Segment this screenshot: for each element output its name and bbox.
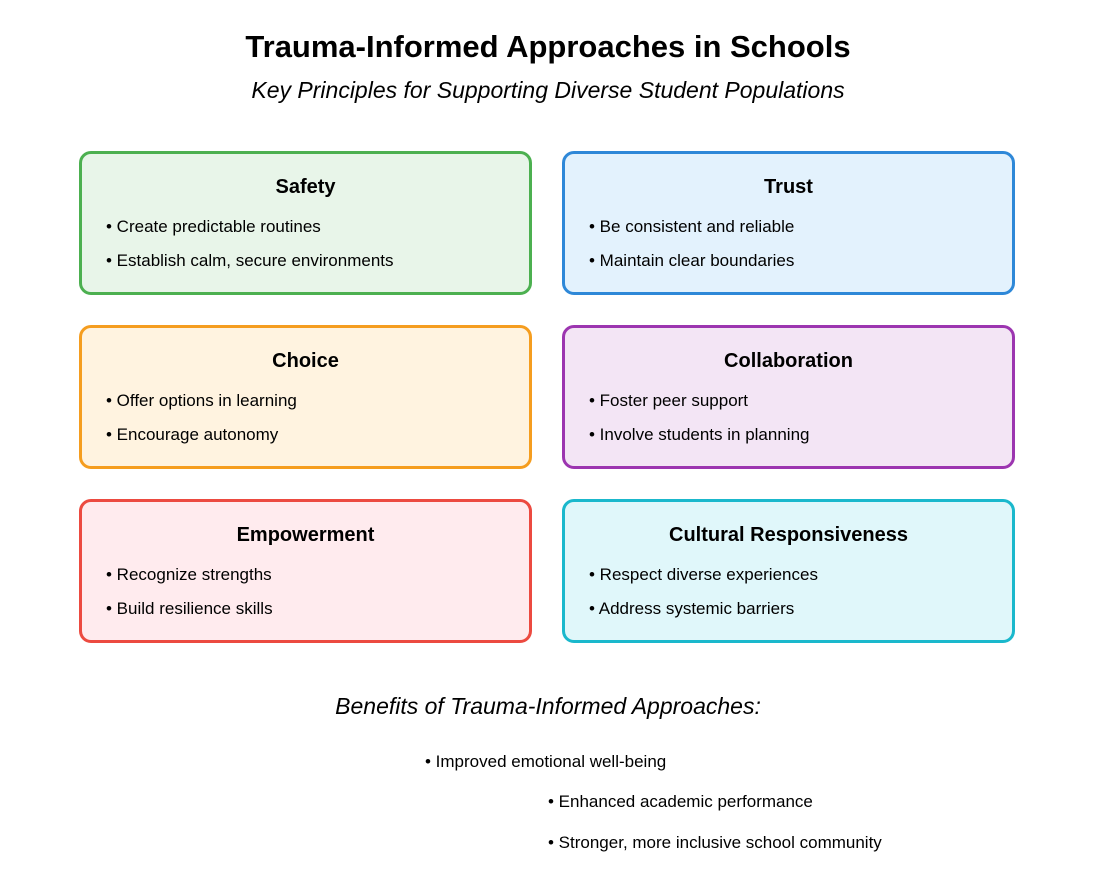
principle-item: • Build resilience skills	[106, 599, 273, 618]
page-title: Trauma-Informed Approaches in Schools	[245, 29, 851, 64]
principle-title: Collaboration	[724, 350, 853, 372]
principle-item: • Be consistent and reliable	[589, 217, 795, 236]
principle-item: • Address systemic barriers	[589, 599, 795, 618]
principle-card-empowerment: Empowerment • Recognize strengths • Buil…	[79, 499, 532, 643]
principle-card-safety: Safety • Create predictable routines • E…	[79, 151, 532, 295]
benefit-item: • Improved emotional well-being	[425, 752, 667, 771]
benefit-item: • Stronger, more inclusive school commun…	[548, 833, 882, 852]
benefit-item: • Enhanced academic performance	[548, 792, 813, 811]
principle-item: • Involve students in planning	[589, 425, 810, 444]
principle-item: • Create predictable routines	[106, 217, 321, 236]
principle-title: Trust	[764, 176, 813, 198]
principle-card-cultural-responsiveness: Cultural Responsiveness • Respect divers…	[562, 499, 1015, 643]
principle-item: • Establish calm, secure environments	[106, 251, 394, 270]
page-subtitle: Key Principles for Supporting Diverse St…	[251, 77, 845, 103]
principle-card-collaboration: Collaboration • Foster peer support • In…	[562, 325, 1015, 469]
principle-item: • Respect diverse experiences	[589, 565, 818, 584]
principle-item: • Foster peer support	[589, 391, 749, 410]
principle-title: Empowerment	[236, 524, 375, 546]
principle-card-trust: Trust • Be consistent and reliable • Mai…	[562, 151, 1015, 295]
principle-item: • Offer options in learning	[106, 391, 297, 410]
principle-title: Choice	[272, 350, 339, 372]
principle-item: • Maintain clear boundaries	[589, 251, 795, 270]
principle-title: Cultural Responsiveness	[669, 524, 908, 546]
principle-title: Safety	[275, 176, 336, 198]
principle-item: • Recognize strengths	[106, 565, 272, 584]
principle-card-choice: Choice • Offer options in learning • Enc…	[79, 325, 532, 469]
principle-item: • Encourage autonomy	[106, 425, 279, 444]
benefits-heading: Benefits of Trauma-Informed Approaches:	[335, 693, 761, 719]
